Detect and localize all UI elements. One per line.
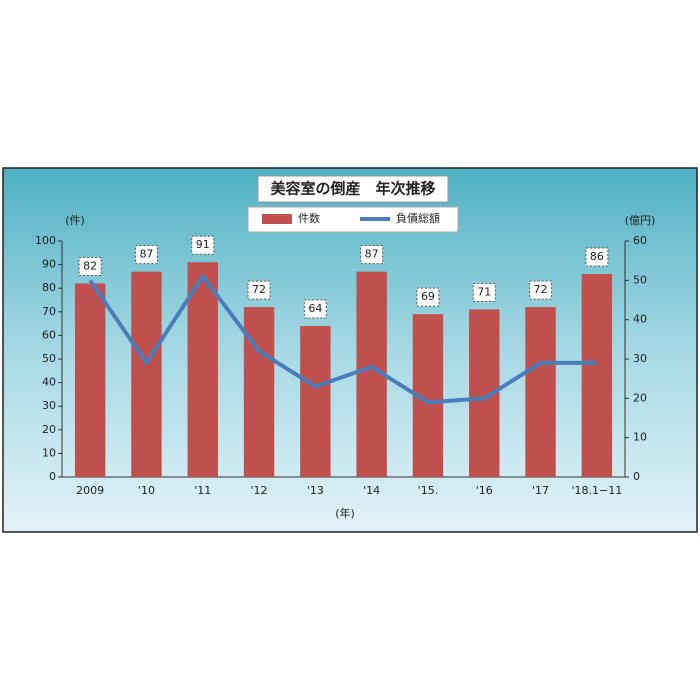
y2-tick-label: 20 bbox=[633, 391, 647, 404]
data-label-box bbox=[416, 287, 440, 307]
y-tick-label: 30 bbox=[42, 399, 56, 412]
y2-tick-label: 40 bbox=[633, 313, 647, 326]
title-box bbox=[257, 175, 449, 203]
y2-axis-label: (億円) bbox=[625, 214, 656, 227]
y2-tick-label: 60 bbox=[633, 234, 647, 247]
y-tick-label: 80 bbox=[42, 281, 56, 294]
y-tick-label: 50 bbox=[42, 352, 56, 365]
data-label: 72 bbox=[534, 283, 548, 296]
data-label: 71 bbox=[477, 285, 491, 298]
bar bbox=[131, 271, 162, 477]
line-series bbox=[88, 274, 597, 405]
x-tick-label: '17 bbox=[532, 484, 549, 497]
y-tick-label: 100 bbox=[35, 234, 56, 247]
bar bbox=[300, 325, 331, 477]
chart-title: 美容室の倒産 年次推移 bbox=[270, 180, 435, 198]
data-label-box bbox=[134, 245, 158, 265]
y-tick-label: 10 bbox=[42, 446, 56, 459]
data-label-box bbox=[191, 235, 215, 255]
data-label: 87 bbox=[365, 248, 379, 261]
bar bbox=[74, 283, 106, 477]
y-tick-label: 70 bbox=[42, 305, 56, 318]
data-label: 82 bbox=[83, 259, 97, 272]
bar bbox=[243, 307, 275, 477]
data-label-box bbox=[585, 247, 609, 267]
y-tick-label: 90 bbox=[42, 258, 56, 271]
x-tick-label: '10 bbox=[138, 484, 155, 497]
data-label-box bbox=[360, 245, 384, 265]
bar bbox=[187, 262, 218, 477]
y-tick-label: 20 bbox=[42, 423, 56, 436]
y-tick-label: 40 bbox=[42, 376, 56, 389]
x-axis-label: (年) bbox=[335, 506, 355, 520]
data-label: 87 bbox=[139, 248, 153, 261]
x-tick-label: '15. bbox=[418, 484, 439, 497]
legend-swatch bbox=[262, 214, 292, 224]
y-axis-label: (件) bbox=[65, 214, 85, 227]
y-tick-label: 0 bbox=[49, 470, 56, 483]
bar bbox=[581, 274, 613, 477]
data-label: 91 bbox=[196, 238, 210, 251]
y2-tick-label: 50 bbox=[633, 273, 647, 286]
x-tick-label: '11 bbox=[194, 484, 211, 497]
x-tick-label: '18.1−11 bbox=[571, 484, 622, 497]
y2-tick-label: 0 bbox=[633, 470, 640, 483]
y2-tick-label: 10 bbox=[633, 431, 647, 444]
x-tick-label: '14 bbox=[363, 484, 380, 497]
legend-label: 件数 bbox=[298, 212, 320, 225]
data-label: 72 bbox=[252, 283, 266, 296]
data-label: 86 bbox=[590, 250, 604, 263]
data-label-box bbox=[247, 280, 271, 300]
x-tick-label: 2009 bbox=[76, 484, 104, 497]
data-label: 64 bbox=[308, 302, 322, 315]
x-tick-label: '12 bbox=[251, 484, 268, 497]
x-tick-label: '13 bbox=[307, 484, 324, 497]
data-label-box bbox=[529, 280, 553, 300]
y-tick-label: 60 bbox=[42, 328, 56, 341]
bar bbox=[525, 307, 556, 477]
data-label-box bbox=[303, 299, 327, 319]
data-label-box bbox=[78, 256, 102, 276]
legend-label: 負債総額 bbox=[396, 211, 440, 225]
y2-tick-label: 30 bbox=[633, 352, 647, 365]
data-label: 69 bbox=[421, 290, 435, 303]
x-tick-label: '16 bbox=[476, 484, 493, 497]
data-label-box bbox=[472, 282, 496, 302]
